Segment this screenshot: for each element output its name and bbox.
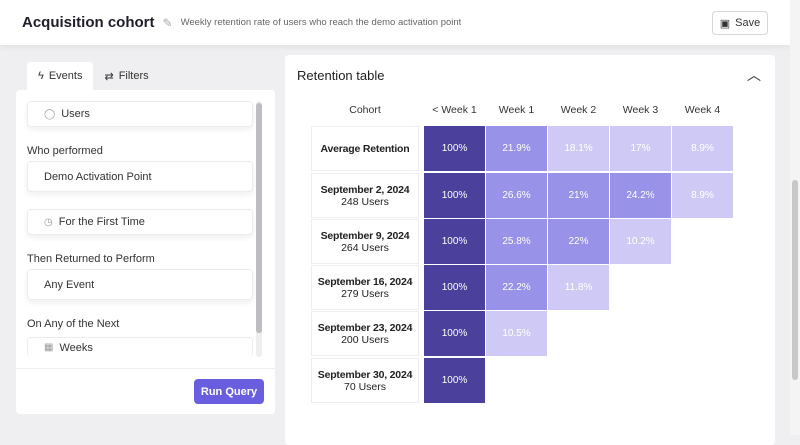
query-panel: ◯ Users Who performed Demo Activation Poi… xyxy=(16,90,275,414)
cohort-label: September 16, 2024 279 Users xyxy=(311,265,419,310)
save-label: Save xyxy=(735,17,761,29)
retention-cell: 21.9% xyxy=(486,126,547,171)
retention-cell: 10.5% xyxy=(486,311,547,356)
next-label: On Any of the Next xyxy=(27,318,120,330)
retention-cell: 11.8% xyxy=(548,265,609,310)
retention-cell: 100% xyxy=(424,311,485,356)
retention-cell: 22% xyxy=(548,219,609,264)
retention-cell: 100% xyxy=(424,358,485,403)
cohort-users: 200 Users xyxy=(341,333,389,346)
page-subtitle: Weekly retention rate of users who reach… xyxy=(180,17,462,28)
cohort-users: 70 Users xyxy=(343,380,386,393)
retention-cell: 25.8% xyxy=(486,219,547,264)
page-scrollbar[interactable] xyxy=(790,0,800,435)
retention-cell: 18.1% xyxy=(548,126,609,171)
retention-title: Retention table xyxy=(297,68,385,83)
returned-label: Then Returned to Perform xyxy=(27,253,155,265)
retention-cell: 100% xyxy=(424,265,485,310)
cohort-name: September 9, 2024 xyxy=(320,229,410,242)
column-header: Cohort xyxy=(349,104,381,116)
return-event-select[interactable]: Any Event xyxy=(27,269,253,300)
user-icon: ◯ xyxy=(44,108,56,120)
run-query-button[interactable]: Run Query xyxy=(194,379,264,404)
event-select[interactable]: Demo Activation Point xyxy=(27,161,253,192)
subject-select[interactable]: ◯ Users xyxy=(27,101,253,127)
cohort-name: September 30, 2024 xyxy=(317,368,413,381)
retention-cell: 10.2% xyxy=(610,219,671,264)
retention-cell: 22.2% xyxy=(486,265,547,310)
retention-cell: 21% xyxy=(548,173,609,218)
tab-label: Events xyxy=(48,70,83,82)
column-header: Week 4 xyxy=(684,104,721,116)
title-row: Acquisition cohort ✎ Weekly retention ra… xyxy=(22,0,702,45)
cohort-users: 279 Users xyxy=(341,287,389,300)
page-title: Acquisition cohort xyxy=(22,14,155,31)
retention-cell: 8.9% xyxy=(672,126,733,171)
column-header: Week 2 xyxy=(560,104,597,116)
retention-cell: 100% xyxy=(424,173,485,218)
subject-value: Users xyxy=(61,108,90,120)
cohort-users: 248 Users xyxy=(341,195,389,208)
floppy-disk-icon: ▣ xyxy=(719,17,731,30)
cohort-label: Average Retention xyxy=(311,126,419,171)
cohort-name: Average Retention xyxy=(320,142,410,155)
retention-cell: 100% xyxy=(424,126,485,171)
tab-label: Filters xyxy=(118,70,149,82)
panel-tabs: ϟ Events ⇄ Filters xyxy=(27,62,160,90)
divider xyxy=(16,368,275,369)
panel-scrollbar[interactable] xyxy=(256,101,262,357)
frequency-select[interactable]: ◷ For the First Time xyxy=(27,209,253,235)
cohort-name: September 23, 2024 xyxy=(317,321,413,334)
period-select[interactable]: ▦ Weeks xyxy=(27,337,253,357)
period-value: Weeks xyxy=(59,341,93,354)
page-scrollbar-thumb[interactable] xyxy=(792,180,798,380)
retention-cell: 24.2% xyxy=(610,173,671,218)
calendar-icon: ▦ xyxy=(44,342,54,353)
edit-pencil-icon[interactable]: ✎ xyxy=(162,15,173,30)
cohort-label: September 30, 2024 70 Users xyxy=(311,358,419,403)
retention-card: Retention table ︿ Cohort < Week 1 Week 1 We… xyxy=(285,55,775,445)
cohort-label: September 2, 2024 248 Users xyxy=(311,173,419,218)
chevron-up-icon[interactable]: ︿ xyxy=(747,67,761,83)
cohort-label: September 9, 2024 264 Users xyxy=(311,219,419,264)
column-header: Week 1 xyxy=(498,104,535,116)
event-value: Demo Activation Point xyxy=(44,170,152,183)
column-header: Week 3 xyxy=(622,104,659,116)
cohort-users: 264 Users xyxy=(341,241,389,254)
tab-events[interactable]: ϟ Events xyxy=(27,62,94,90)
who-performed-label: Who performed xyxy=(27,145,103,157)
cohort-label: September 23, 2024 200 Users xyxy=(311,311,419,356)
frequency-value: For the First Time xyxy=(58,216,145,228)
tab-filters[interactable]: ⇄ Filters xyxy=(93,62,159,90)
retention-cell: 26.6% xyxy=(486,173,547,218)
panel-scrollbar-thumb[interactable] xyxy=(256,103,262,333)
clock-icon: ◷ xyxy=(44,216,53,228)
retention-cell: 8.9% xyxy=(672,173,733,218)
cohort-name: September 2, 2024 xyxy=(320,183,410,196)
column-header: < Week 1 xyxy=(432,104,477,116)
return-event-value: Any Event xyxy=(44,278,95,291)
sliders-icon: ⇄ xyxy=(104,70,114,83)
cohort-name: September 16, 2024 xyxy=(317,275,413,288)
header: Acquisition cohort ✎ Weekly retention ra… xyxy=(0,0,790,45)
retention-cell: 17% xyxy=(610,126,671,171)
save-button[interactable]: ▣ Save xyxy=(712,11,768,35)
lightning-icon: ϟ xyxy=(38,70,44,82)
retention-cell: 100% xyxy=(424,219,485,264)
